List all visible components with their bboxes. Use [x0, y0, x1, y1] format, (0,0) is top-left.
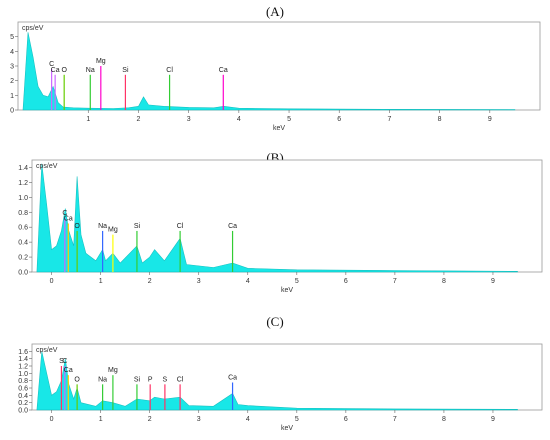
x-tick-label: 7	[387, 116, 391, 123]
x-tick-label: 7	[393, 278, 397, 285]
y-axis-label: cps/eV	[22, 25, 44, 32]
x-tick-label: 5	[295, 278, 299, 285]
panel-label-c: (C)	[266, 314, 284, 329]
y-tick-label: 0.4	[18, 393, 28, 400]
x-tick-label: 4	[246, 416, 250, 423]
y-tick-label: 1.0	[18, 195, 28, 202]
peak-label: Ca	[219, 67, 228, 74]
peak-label: Si	[122, 67, 129, 74]
peak-label: Ca	[228, 223, 237, 230]
peak-label: Si	[134, 376, 141, 383]
y-tick-label: 1.0	[18, 371, 28, 378]
peak-label: Mg	[108, 227, 118, 234]
x-tick-label: 5	[295, 416, 299, 423]
peak-label: Na	[98, 376, 107, 383]
x-tick-label: 9	[488, 116, 492, 123]
x-tick-label: 8	[438, 116, 442, 123]
peak-label: C	[49, 61, 54, 68]
x-axis-label: keV	[281, 425, 293, 432]
x-tick-label: 1	[86, 116, 90, 123]
x-tick-label: 4	[246, 278, 250, 285]
y-tick-label: 0.2	[18, 255, 28, 262]
y-tick-label: 1.6	[18, 349, 28, 356]
y-tick-label: 0.4	[18, 240, 28, 247]
y-tick-label: 5	[10, 34, 14, 41]
peak-label: Ca	[228, 375, 237, 382]
peak-label: S	[163, 376, 168, 383]
x-tick-label: 6	[344, 416, 348, 423]
x-tick-label: 9	[491, 278, 495, 285]
y-tick-label: 0	[10, 108, 14, 115]
x-tick-label: 6	[344, 278, 348, 285]
y-tick-label: 0.8	[18, 378, 28, 385]
peak-label: Ca	[51, 67, 60, 74]
x-tick-label: 2	[137, 116, 141, 123]
y-axis-label: cps/eV	[36, 347, 58, 354]
x-axis-label: keV	[281, 287, 293, 294]
peak-label: S	[59, 358, 64, 365]
x-tick-label: 3	[197, 416, 201, 423]
y-tick-label: 0.0	[18, 270, 28, 277]
peak-label: O	[61, 67, 67, 74]
x-tick-label: 3	[187, 116, 191, 123]
x-tick-label: 9	[491, 416, 495, 423]
x-tick-label: 2	[148, 278, 152, 285]
peak-label: C	[62, 358, 67, 365]
x-tick-label: 8	[442, 416, 446, 423]
peak-label: Na	[86, 67, 95, 74]
y-tick-label: 2	[10, 78, 14, 85]
y-tick-label: 1.2	[18, 364, 28, 371]
y-tick-label: 0.8	[18, 210, 28, 217]
peak-label: Ca	[64, 367, 73, 374]
spectrum-area	[36, 351, 518, 411]
peak-label: Na	[98, 223, 107, 230]
peak-label: Cl	[177, 376, 184, 383]
peak-label: Ca	[64, 215, 73, 222]
peak-label: Mg	[108, 367, 118, 374]
peak-label: Mg	[96, 58, 106, 65]
x-tick-label: 5	[287, 116, 291, 123]
plot-frame	[17, 21, 541, 111]
y-tick-label: 0.0	[18, 408, 28, 415]
x-axis-label: keV	[273, 125, 285, 132]
y-tick-label: 0.6	[18, 225, 28, 232]
plot-frame	[31, 343, 543, 411]
y-tick-label: 1.4	[18, 165, 28, 172]
spectrum-area	[22, 32, 516, 111]
peak-label: O	[74, 223, 80, 230]
panel-label-a: (A)	[265, 4, 285, 19]
peak-label: P	[148, 376, 153, 383]
x-tick-label: 0	[50, 278, 54, 285]
y-tick-label: 1	[10, 93, 14, 100]
x-tick-label: 7	[393, 416, 397, 423]
y-tick-label: 0.2	[18, 400, 28, 407]
x-tick-label: 1	[99, 416, 103, 423]
peak-label: Cl	[166, 67, 173, 74]
y-tick-label: 0.6	[18, 386, 28, 393]
peak-label: O	[74, 376, 80, 383]
x-tick-label: 8	[442, 278, 446, 285]
x-tick-label: 3	[197, 278, 201, 285]
y-tick-label: 1.4	[18, 356, 28, 363]
y-tick-label: 1.2	[18, 180, 28, 187]
peak-label: Si	[134, 223, 141, 230]
y-tick-label: 3	[10, 64, 14, 71]
x-tick-label: 4	[237, 116, 241, 123]
peak-label: Cl	[177, 223, 184, 230]
x-tick-label: 1	[99, 278, 103, 285]
x-tick-label: 6	[337, 116, 341, 123]
y-axis-label: cps/eV	[36, 163, 58, 170]
x-tick-label: 2	[148, 416, 152, 423]
y-tick-label: 4	[10, 49, 14, 56]
peak-label: C	[62, 210, 67, 217]
x-tick-label: 0	[50, 416, 54, 423]
plot-frame	[31, 159, 543, 273]
